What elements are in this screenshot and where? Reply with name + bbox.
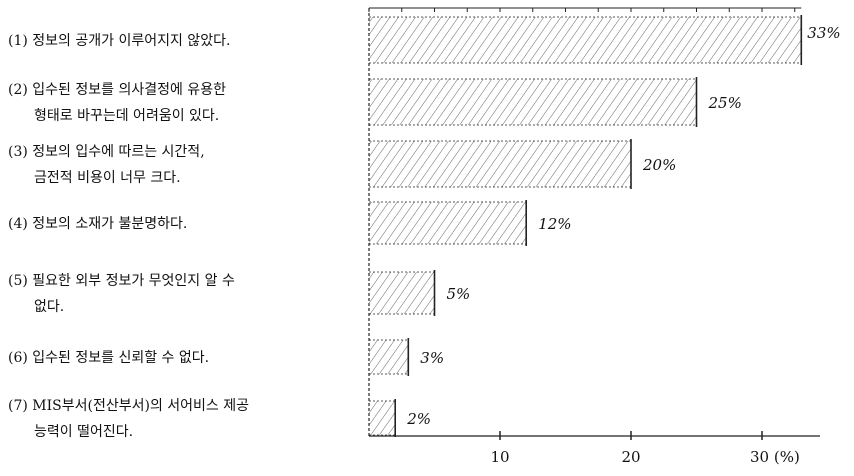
x-tick-label: 10 xyxy=(490,448,509,466)
x-tick-label: 30 (%) xyxy=(750,448,800,466)
category-label: 능력이 떨어진다. xyxy=(34,424,133,440)
value-label: 25% xyxy=(708,94,742,112)
bar xyxy=(369,79,697,125)
category-label: 금전적 비용이 너무 크다. xyxy=(34,170,181,186)
value-label: 3% xyxy=(420,349,444,367)
category-label: 없다. xyxy=(34,299,64,315)
bar xyxy=(369,340,409,374)
bar xyxy=(369,272,435,314)
axis-layer: 10 20 30 (%) xyxy=(368,7,820,466)
category-label: (5) 필요한 외부 정보가 무엇인지 알 수 xyxy=(8,273,235,289)
value-label: 12% xyxy=(538,215,571,233)
category-label: (7) MIS부서(전산부서)의 서어비스 제공 xyxy=(8,398,249,414)
category-label: (3) 정보의 입수에 따르는 시간적, xyxy=(8,144,205,160)
bar-layer xyxy=(369,15,803,437)
bar xyxy=(369,202,527,244)
value-label: 33% xyxy=(807,24,840,42)
bar xyxy=(369,141,631,187)
category-label: (2) 입수된 정보를 의사결정에 유용한 xyxy=(8,82,226,98)
category-label: (4) 정보의 소재가 불분명하다. xyxy=(8,216,187,232)
category-label: (1) 정보의 공개가 이루어지지 않았다. xyxy=(8,33,230,49)
value-label: 20% xyxy=(642,156,676,174)
value-label: 2% xyxy=(406,410,431,428)
value-label: 5% xyxy=(447,285,471,303)
category-label: 형태로 바꾸는데 어려움이 있다. xyxy=(34,108,219,124)
label-layer: 33% (1) 정보의 공개가 이루어지지 않았다. 25% (2) 입수된 정보를 … xyxy=(8,24,841,440)
category-label: (6) 입수된 정보를 신뢰할 수 없다. xyxy=(8,350,209,366)
bar xyxy=(369,401,396,435)
bar xyxy=(369,17,802,63)
x-tick-label: 20 xyxy=(621,448,640,466)
